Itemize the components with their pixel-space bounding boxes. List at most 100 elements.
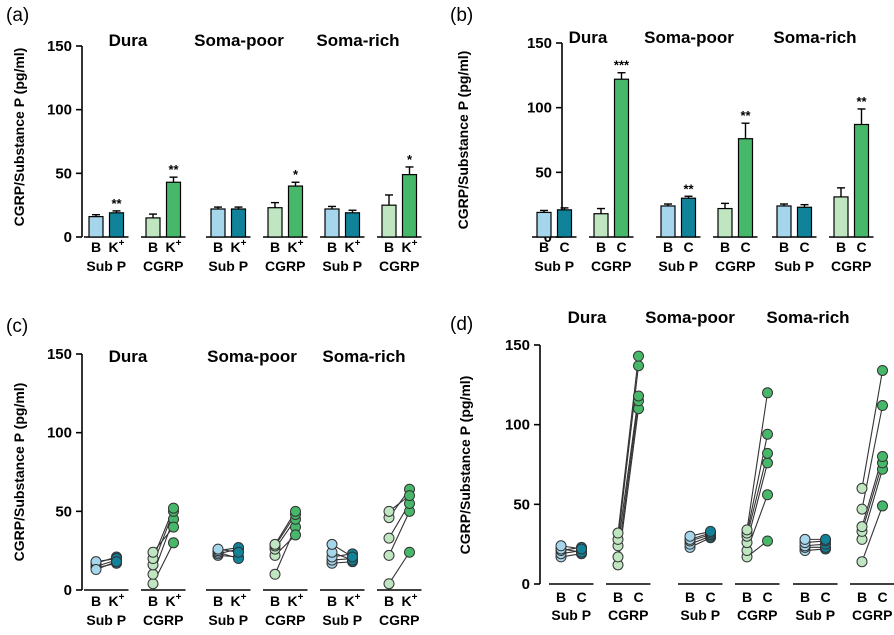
group-label: CGRP [831,258,871,274]
data-point [684,530,696,542]
condition-label: K+ [402,592,418,609]
significance-marker: *** [614,58,630,73]
group-label: CGRP [379,612,419,628]
condition-label: B [685,589,695,605]
condition-label: K+ [109,592,125,609]
group-label: CGRP [379,258,419,274]
condition-label: K+ [166,592,182,609]
bar [165,181,182,238]
condition-label: B [270,593,280,609]
y-tick-label: 150 [47,346,72,363]
y-tick-label: 50 [55,503,72,520]
condition-label: B [720,239,730,255]
condition-label: K+ [402,238,418,255]
group-label: CGRP [608,607,648,623]
data-point [111,556,122,568]
region-title: Dura [109,347,148,366]
group-label: Sub P [86,258,126,274]
bar [324,208,340,238]
significance-marker: ** [683,181,694,196]
bar [210,208,226,238]
data-point [741,524,753,536]
group-label: Sub P [322,612,362,628]
bar [593,213,609,238]
significance-marker: ** [168,162,179,177]
bar [267,207,283,238]
region-title: Soma-poor [194,31,284,50]
region-title: Soma-poor [644,28,734,47]
y-tick-label: 0 [64,582,72,599]
group-label: CGRP [715,258,755,274]
pair-line [388,551,410,585]
y-axis-label: CGRP/Substance P (pg/ml) [11,48,27,227]
data-point [404,490,415,502]
bar [613,78,630,238]
y-tick-label: 50 [513,496,530,513]
group-label: CGRP [265,612,305,628]
data-point [633,390,644,402]
group-label: Sub P [658,258,698,274]
data-point [856,521,868,533]
condition-label: K+ [288,238,304,255]
condition-label: K+ [231,592,247,609]
data-point [799,533,811,545]
bar [853,123,870,238]
pair-line [861,462,884,532]
condition-label: B [91,239,101,255]
data-point [856,556,868,568]
data-point [762,428,773,440]
pair-line [746,392,769,530]
data-point [555,540,567,552]
condition-label: K+ [345,592,361,609]
bar [344,212,361,238]
significance-marker: * [407,152,413,167]
bar [737,138,754,238]
region-title: Dura [569,28,608,47]
data-point [383,532,395,544]
data-point [233,546,244,558]
panel-label: (d) [450,314,473,335]
bar [381,204,397,238]
data-point [383,578,395,590]
bar [680,197,697,238]
condition-superscript: + [119,238,125,249]
y-tick-label: 150 [505,337,530,354]
bar [796,206,813,238]
data-point [290,529,301,541]
data-point [326,538,338,550]
condition-superscript: + [241,238,247,249]
condition-label: B [327,239,337,255]
data-point [168,537,179,549]
data-point [762,387,773,399]
condition-label: B [742,589,752,605]
condition-label: B [148,239,158,255]
data-point [877,364,888,376]
region-title: Soma-rich [773,28,856,47]
panel-label: (b) [450,5,473,26]
group-label: CGRP [737,607,777,623]
panel-label: (c) [6,316,28,337]
group-label: Sub P [795,607,835,623]
condition-label: B [539,239,549,255]
y-tick-label: 0 [64,229,72,246]
data-point [856,482,868,494]
region-title: Dura [568,308,607,327]
data-point [290,505,301,517]
y-tick-label: 50 [535,164,552,181]
data-point [820,533,831,545]
pair-line [617,395,640,546]
condition-label: C [762,589,772,605]
bar [833,196,849,238]
data-point [762,489,773,501]
condition-label: B [857,589,867,605]
data-point [383,505,395,517]
bar [108,212,125,238]
data-point [877,400,888,412]
condition-superscript: + [298,238,304,249]
data-point [269,538,281,550]
group-label: Sub P [551,607,591,623]
bar [556,209,573,238]
condition-label: K+ [109,238,125,255]
group-label: Sub P [534,258,574,274]
